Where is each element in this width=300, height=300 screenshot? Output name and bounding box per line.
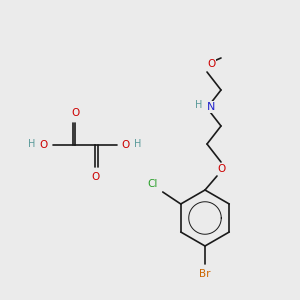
Text: Br: Br: [199, 269, 211, 279]
Text: H: H: [134, 139, 142, 149]
Text: O: O: [122, 140, 130, 150]
Text: H: H: [195, 100, 203, 110]
Text: O: O: [207, 59, 215, 69]
Text: O: O: [217, 164, 225, 174]
Text: O: O: [40, 140, 48, 150]
Text: H: H: [28, 139, 36, 149]
Text: Cl: Cl: [148, 179, 158, 189]
Text: O: O: [71, 108, 79, 118]
Text: N: N: [207, 102, 215, 112]
Text: O: O: [91, 172, 99, 182]
